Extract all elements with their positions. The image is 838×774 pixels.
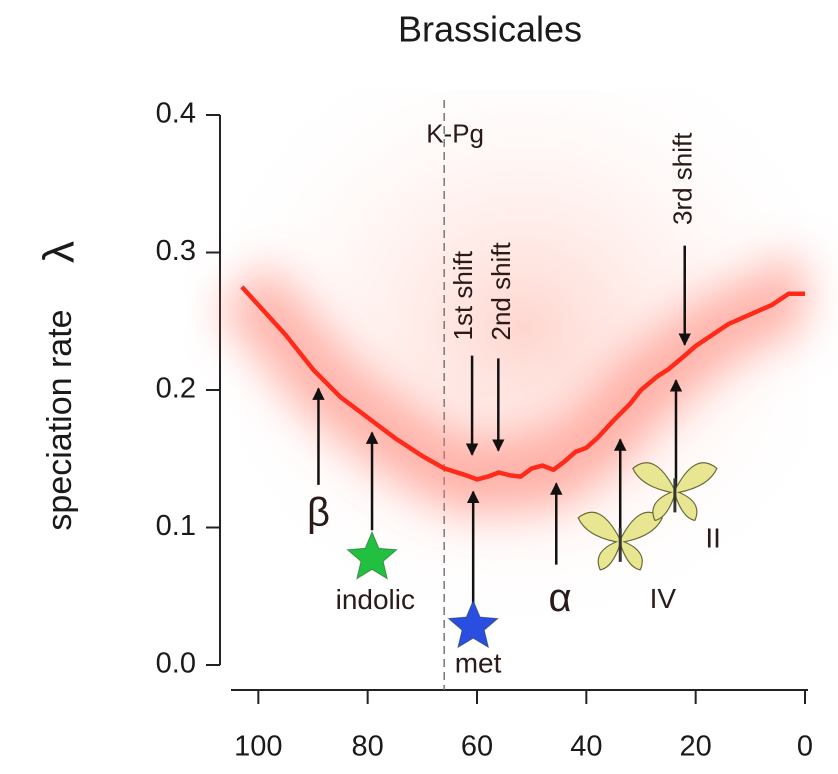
annotation-label: II: [705, 522, 721, 553]
rate-line: [240, 285, 805, 482]
x-tick-label: 40: [570, 731, 602, 763]
star-marker: [346, 530, 399, 580]
annotation-label: 3rd shift: [668, 132, 698, 225]
chart-title: Brassicales: [398, 9, 582, 50]
star-marker: [447, 599, 500, 649]
butterfly-wing: [632, 462, 676, 522]
kpg-label: K-Pg: [426, 119, 484, 149]
annotation-label: indolic: [336, 584, 415, 615]
butterfly-marker: [577, 511, 663, 571]
butterfly-wing: [674, 462, 718, 522]
y-tick-label: 0.3: [156, 235, 196, 267]
y-tick-label: 0.4: [156, 98, 196, 130]
annotation-label: 2nd shift: [486, 241, 516, 340]
annotation-label: IV: [650, 583, 677, 614]
butterfly-wing: [619, 511, 663, 571]
x-tick-label: 80: [352, 731, 384, 763]
y-tick-label: 0.0: [156, 648, 196, 680]
annotation-label: α: [549, 576, 572, 620]
annotation-label: 1st shift: [448, 250, 478, 340]
y-tick-label: 0.2: [156, 373, 196, 405]
y-label-symbol: λ: [35, 241, 84, 263]
y-tick-label: 0.1: [156, 510, 196, 542]
annotation-label: β: [307, 491, 330, 535]
x-tick-label: 20: [680, 731, 712, 763]
butterfly-wing: [577, 511, 621, 571]
x-tick-label: 60: [461, 731, 493, 763]
y-label-text: speciation rate: [41, 309, 79, 530]
x-tick-label: 0: [797, 731, 813, 763]
butterfly-marker: [632, 462, 718, 522]
x-tick-label: 100: [234, 731, 282, 763]
y-axis-label: speciation rate λ: [35, 241, 84, 531]
annotation-label: met: [455, 647, 502, 678]
